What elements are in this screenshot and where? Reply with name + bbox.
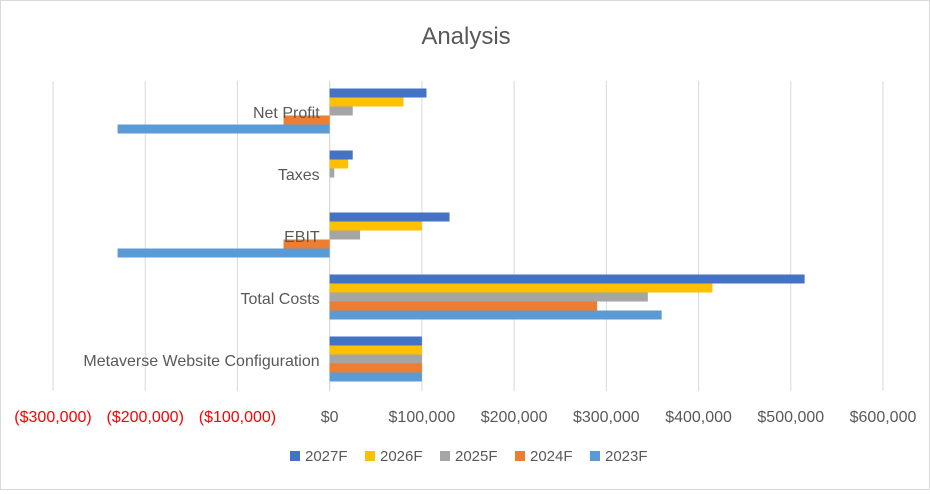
bar xyxy=(283,115,330,125)
legend-label: 2024F xyxy=(530,448,573,465)
bar xyxy=(329,150,353,160)
x-tick-label: $400,000 xyxy=(665,409,732,426)
bar xyxy=(329,97,404,107)
bar xyxy=(117,248,330,258)
x-tick-label: $200,000 xyxy=(481,409,548,426)
category-label: Metaverse Website Configuration xyxy=(83,353,319,370)
bar xyxy=(329,274,805,284)
x-tick-label: $0 xyxy=(321,409,339,426)
bar xyxy=(329,301,598,311)
category-label: Taxes xyxy=(278,167,320,184)
x-tick-label: $300,000 xyxy=(573,409,640,426)
bar xyxy=(329,292,648,302)
legend-label: 2025F xyxy=(455,448,498,465)
x-tick-label: ($100,000) xyxy=(199,409,276,426)
x-tick-label: $500,000 xyxy=(757,409,824,426)
bar xyxy=(329,212,450,222)
legend-label: 2027F xyxy=(305,448,348,465)
legend-swatch xyxy=(515,451,525,461)
bar xyxy=(329,283,713,293)
category-label: Total Costs xyxy=(241,291,320,308)
bar xyxy=(329,221,422,231)
x-tick-label: ($200,000) xyxy=(107,409,184,426)
bar xyxy=(329,168,335,178)
bar xyxy=(329,88,427,98)
bar xyxy=(329,354,422,364)
category-label: EBIT xyxy=(284,229,320,246)
bar xyxy=(329,345,422,355)
bar xyxy=(329,230,361,240)
bar xyxy=(329,372,422,382)
bar xyxy=(283,239,330,249)
bar xyxy=(329,310,662,320)
legend-swatch xyxy=(440,451,450,461)
bar xyxy=(329,363,422,373)
x-tick-label: $600,000 xyxy=(850,409,917,426)
bar xyxy=(329,159,349,169)
legend-swatch xyxy=(365,451,375,461)
x-tick-label: $100,000 xyxy=(389,409,456,426)
x-tick-label: ($300,000) xyxy=(14,409,91,426)
bar xyxy=(329,336,422,346)
legend-swatch xyxy=(290,451,300,461)
legend-label: 2026F xyxy=(380,448,423,465)
bar xyxy=(329,106,353,116)
legend-label: 2023F xyxy=(605,448,648,465)
legend-swatch xyxy=(590,451,600,461)
category-label: Net Profit xyxy=(253,105,320,122)
bar xyxy=(117,124,330,134)
chart-title: Analysis xyxy=(421,23,510,50)
